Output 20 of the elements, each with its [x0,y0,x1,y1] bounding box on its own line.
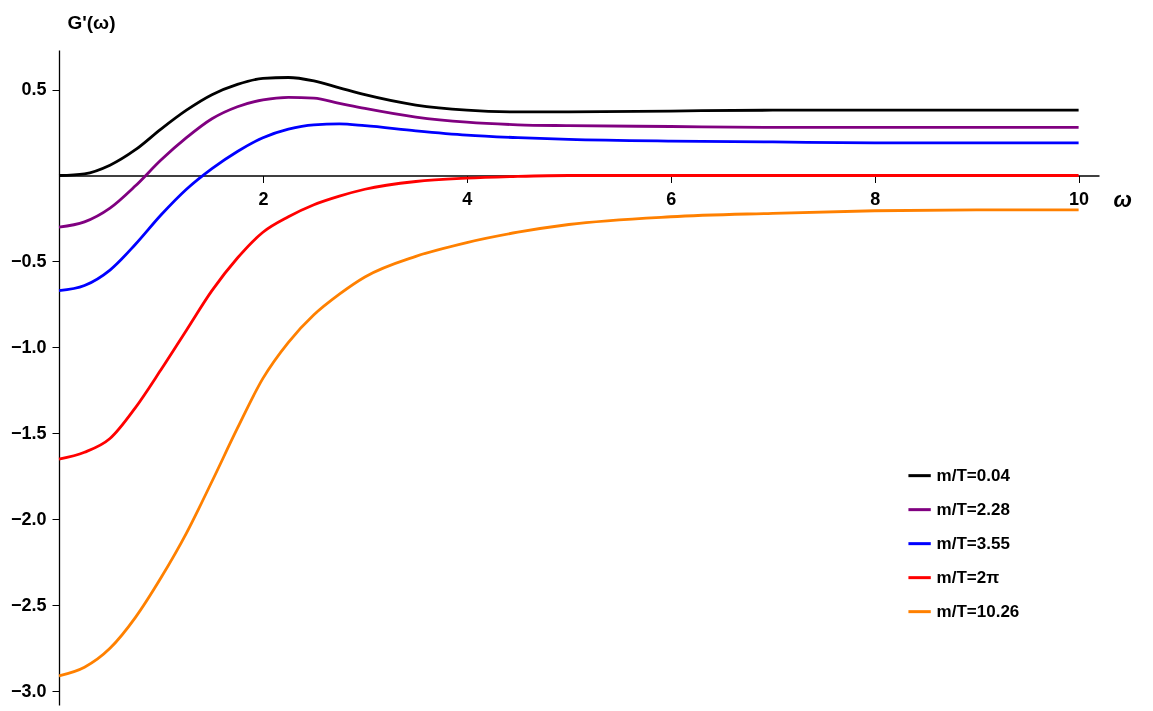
y-tick-label: −0.5 [10,250,47,271]
legend-label: m/T=3.55 [936,533,1010,553]
x-tick-label: 6 [666,189,677,209]
y-tick-label: −3.0 [10,680,47,701]
legend-label: m/T=10.26 [936,601,1020,621]
legend-label: m/T=2.28 [936,499,1010,519]
x-axis-title: ω [1113,187,1132,212]
y-tick-label: −2.0 [10,508,47,529]
x-tick-label: 4 [462,189,473,209]
x-tick-label: 10 [1069,189,1090,209]
x-tick-label: 2 [258,189,269,209]
x-tick-label: 8 [870,189,881,209]
y-tick-label: 0.5 [21,79,47,100]
legend-label: m/T=2π [936,567,1000,587]
y-tick-label: −1.5 [10,422,47,443]
y-tick-label: −1.0 [10,336,47,357]
y-axis-title: G'(ω) [67,11,116,33]
y-tick-label: −2.5 [10,594,47,615]
line-series [57,208,1081,678]
legend-label: m/T=0.04 [936,465,1011,485]
